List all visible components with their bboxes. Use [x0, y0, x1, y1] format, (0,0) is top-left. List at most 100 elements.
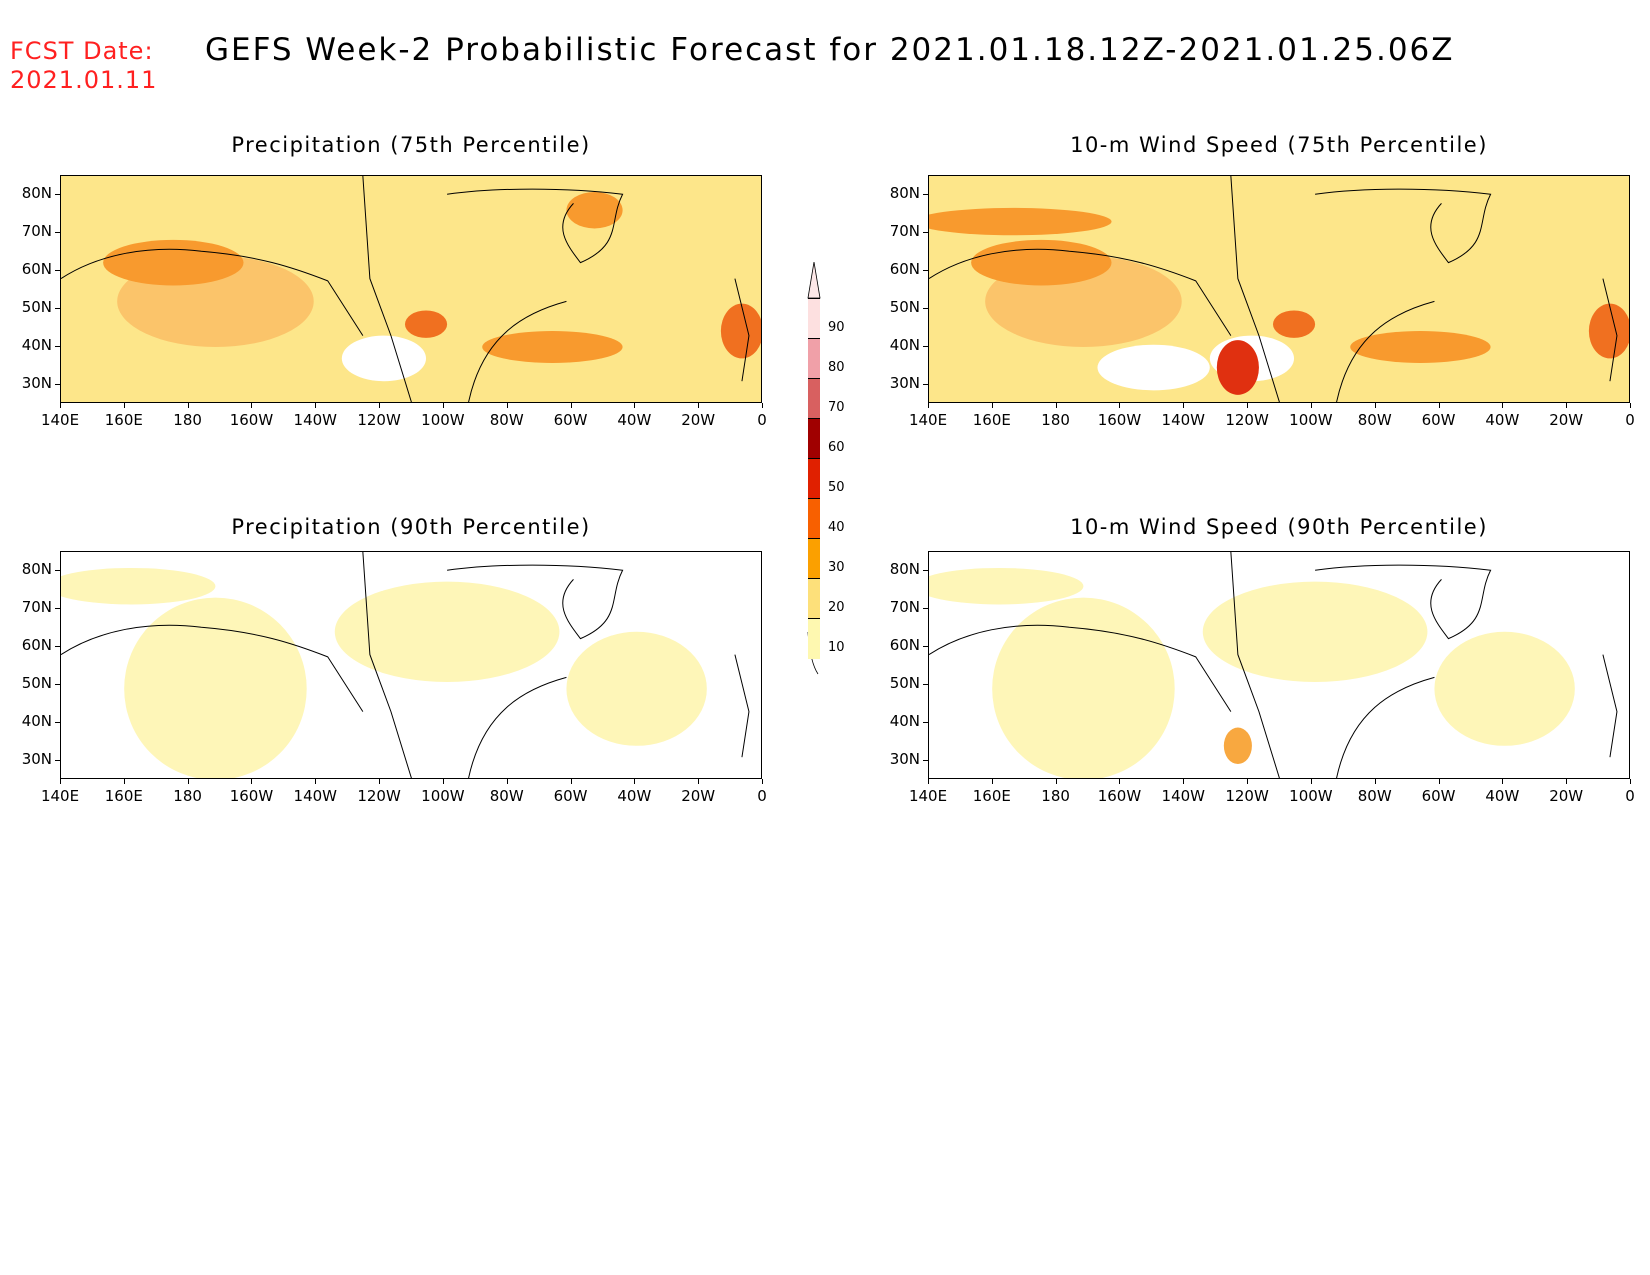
longitude-tick [1310, 403, 1312, 408]
colorbar-label: 10 [828, 640, 845, 655]
latitude-tick [55, 722, 60, 723]
colorbar-label: 60 [828, 440, 845, 455]
latitude-label: 70N [889, 598, 920, 616]
longitude-tick [762, 403, 763, 408]
longitude-label: 120W [357, 411, 401, 429]
longitude-tick [1310, 779, 1312, 784]
longitude-label: 0 [757, 787, 767, 805]
latitude-label: 50N [21, 674, 52, 692]
latitude-tick [923, 346, 928, 347]
longitude-tick [570, 779, 572, 784]
longitude-label: 160W [1097, 787, 1142, 805]
longitude-label: 60W [1421, 411, 1456, 429]
longitude-tick [1119, 779, 1121, 784]
latitude-tick [55, 346, 60, 347]
colorbar-label: 30 [828, 560, 845, 575]
longitude-label: 160W [229, 787, 274, 805]
latitude-tick [923, 570, 928, 571]
longitude-label: 160E [104, 411, 143, 429]
latitude-label: 50N [21, 298, 52, 316]
latitude-label: 80N [889, 560, 920, 578]
longitude-tick [928, 779, 929, 784]
longitude-tick [1630, 779, 1631, 784]
latitude-tick [55, 570, 60, 571]
longitude-tick [379, 403, 381, 408]
longitude-label: 80W [489, 411, 524, 429]
longitude-label: 20W [1549, 787, 1584, 805]
longitude-tick [1566, 403, 1568, 408]
panel-title: 10-m Wind Speed (75th Percentile) [1070, 133, 1488, 157]
longitude-tick [1183, 403, 1185, 408]
latitude-label: 30N [21, 374, 52, 392]
longitude-label: 120W [1225, 787, 1269, 805]
longitude-label: 160W [229, 411, 274, 429]
longitude-tick [1438, 779, 1440, 784]
longitude-tick [698, 779, 700, 784]
colorbar-swatch [808, 538, 820, 579]
longitude-label: 160E [104, 787, 143, 805]
latitude-tick [923, 232, 928, 233]
latitude-label: 60N [889, 636, 920, 654]
longitude-tick [251, 403, 253, 408]
longitude-label: 140W [293, 787, 337, 805]
longitude-label: 180 [173, 787, 202, 805]
latitude-label: 30N [21, 750, 52, 768]
latitude-tick [55, 232, 60, 233]
latitude-label: 70N [21, 598, 52, 616]
longitude-label: 80W [1357, 411, 1392, 429]
map-plot-area [928, 551, 1630, 779]
colorbar-swatch [808, 378, 820, 419]
longitude-label: 100W [1289, 411, 1333, 429]
longitude-label: 100W [421, 411, 465, 429]
longitude-tick [928, 403, 929, 408]
longitude-label: 20W [681, 411, 716, 429]
longitude-label: 140E [908, 411, 948, 429]
longitude-label: 20W [681, 787, 716, 805]
map-panel: Precipitation (90th Percentile) 80N 70N 60N… [0, 515, 822, 853]
longitude-tick [1438, 403, 1440, 408]
longitude-label: 0 [1625, 411, 1635, 429]
colorbar-label: 80 [828, 360, 845, 375]
longitude-tick [251, 779, 253, 784]
map-panel: 10-m Wind Speed (75th Percentile) 80N 70N 6… [868, 133, 1650, 471]
latitude-label: 60N [21, 636, 52, 654]
longitude-tick [1502, 779, 1504, 784]
longitude-tick [698, 403, 700, 408]
colorbar-swatch [808, 618, 820, 659]
longitude-label: 120W [357, 787, 401, 805]
longitude-tick [1502, 403, 1504, 408]
latitude-tick [923, 308, 928, 309]
longitude-label: 60W [553, 787, 588, 805]
latitude-tick [923, 646, 928, 647]
longitude-tick [60, 403, 61, 408]
colorbar-swatch [808, 458, 820, 499]
longitude-label: 160E [972, 787, 1011, 805]
longitude-label: 140E [40, 411, 80, 429]
longitude-label: 120W [1225, 411, 1269, 429]
longitude-label: 140E [40, 787, 80, 805]
latitude-tick [55, 194, 60, 195]
longitude-label: 140W [1161, 787, 1205, 805]
map-plot-area [60, 175, 762, 403]
map-panel: Precipitation (75th Percentile) 80N 70N 60N… [0, 133, 822, 471]
latitude-label: 40N [889, 336, 920, 354]
latitude-tick [923, 194, 928, 195]
latitude-label: 80N [21, 560, 52, 578]
latitude-tick [55, 684, 60, 685]
latitude-label: 80N [21, 184, 52, 202]
longitude-tick [1119, 403, 1121, 408]
latitude-tick [55, 308, 60, 309]
figure-title: GEFS Week-2 Probabilistic Forecast for 2… [205, 32, 1455, 68]
longitude-label: 140W [1161, 411, 1205, 429]
longitude-tick [123, 779, 125, 784]
longitude-tick [1374, 779, 1376, 784]
panel-title: 10-m Wind Speed (90th Percentile) [1070, 515, 1488, 539]
colorbar-label: 90 [828, 320, 845, 335]
colorbar-swatch [808, 338, 820, 379]
latitude-tick [923, 684, 928, 685]
forecast-date-block: FCST Date: 2021.01.11 [10, 37, 157, 95]
longitude-label: 180 [173, 411, 202, 429]
latitude-label: 70N [21, 222, 52, 240]
latitude-label: 60N [21, 260, 52, 278]
longitude-label: 180 [1041, 411, 1070, 429]
